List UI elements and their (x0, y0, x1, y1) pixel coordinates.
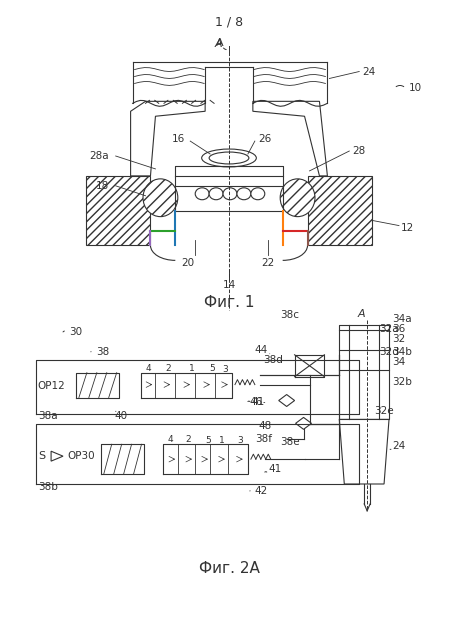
Ellipse shape (251, 188, 265, 200)
Text: 16: 16 (172, 134, 185, 144)
Text: 32a: 32a (379, 324, 399, 334)
Text: 24: 24 (362, 67, 376, 77)
Text: Фиг. 1: Фиг. 1 (204, 294, 254, 310)
Text: 28: 28 (352, 146, 365, 156)
Text: 2: 2 (185, 435, 191, 444)
Text: 32b: 32b (392, 376, 412, 387)
Text: 24: 24 (392, 441, 405, 451)
Text: 32e: 32e (374, 406, 394, 417)
Text: 34b: 34b (392, 347, 412, 356)
Text: 32d: 32d (379, 347, 399, 356)
Text: 34: 34 (392, 356, 405, 367)
Text: Фиг. 2А: Фиг. 2А (199, 561, 259, 576)
Text: 38e: 38e (280, 437, 300, 447)
Text: 46: 46 (250, 397, 263, 408)
Text: OP30: OP30 (67, 451, 95, 461)
Text: 44: 44 (255, 345, 268, 355)
Text: 1: 1 (219, 436, 225, 445)
Text: 38f: 38f (255, 435, 272, 444)
Ellipse shape (280, 179, 315, 216)
Text: 1: 1 (189, 364, 195, 372)
FancyBboxPatch shape (307, 176, 372, 246)
Text: A: A (214, 38, 222, 49)
Ellipse shape (209, 152, 249, 164)
Text: 28a: 28a (89, 151, 109, 161)
Polygon shape (339, 419, 389, 484)
Polygon shape (51, 451, 63, 461)
FancyBboxPatch shape (86, 176, 151, 246)
Text: 20: 20 (182, 259, 195, 268)
Ellipse shape (237, 188, 251, 200)
Text: 30: 30 (69, 327, 82, 337)
Text: 26: 26 (258, 134, 271, 144)
Text: A: A (216, 38, 224, 47)
Text: 38a: 38a (38, 412, 58, 422)
Text: 32: 32 (392, 334, 405, 344)
Text: 42: 42 (255, 486, 268, 496)
Text: 22: 22 (261, 259, 274, 268)
Text: 12: 12 (401, 223, 414, 232)
Polygon shape (279, 394, 294, 406)
Text: 1 / 8: 1 / 8 (215, 15, 243, 28)
Text: 41: 41 (252, 397, 265, 406)
Text: 14: 14 (223, 280, 235, 290)
Polygon shape (295, 417, 311, 429)
Text: 34a: 34a (392, 314, 412, 324)
Ellipse shape (143, 179, 178, 216)
Ellipse shape (223, 188, 237, 200)
Text: 38d: 38d (263, 355, 283, 365)
PathPatch shape (253, 101, 327, 176)
Text: 38: 38 (96, 347, 109, 357)
Text: 38b: 38b (38, 482, 58, 492)
Ellipse shape (202, 149, 256, 167)
Text: 5: 5 (205, 436, 211, 445)
Text: 38c: 38c (280, 310, 299, 320)
PathPatch shape (131, 101, 205, 176)
Ellipse shape (195, 188, 209, 200)
Text: S: S (38, 451, 45, 461)
Text: 3: 3 (222, 365, 228, 374)
Text: A: A (357, 309, 365, 319)
Text: 10: 10 (409, 83, 422, 93)
Text: 3: 3 (237, 436, 243, 445)
Text: 4: 4 (146, 364, 151, 372)
Text: OP12: OP12 (37, 381, 65, 390)
Text: 18: 18 (95, 181, 109, 191)
Text: 40: 40 (114, 412, 127, 422)
Text: 36: 36 (392, 324, 405, 334)
Text: 4: 4 (168, 435, 173, 444)
Text: 5: 5 (209, 364, 215, 372)
Text: 48: 48 (258, 421, 272, 431)
Ellipse shape (209, 188, 223, 200)
Text: 2: 2 (165, 364, 171, 372)
Text: 41: 41 (269, 464, 282, 474)
